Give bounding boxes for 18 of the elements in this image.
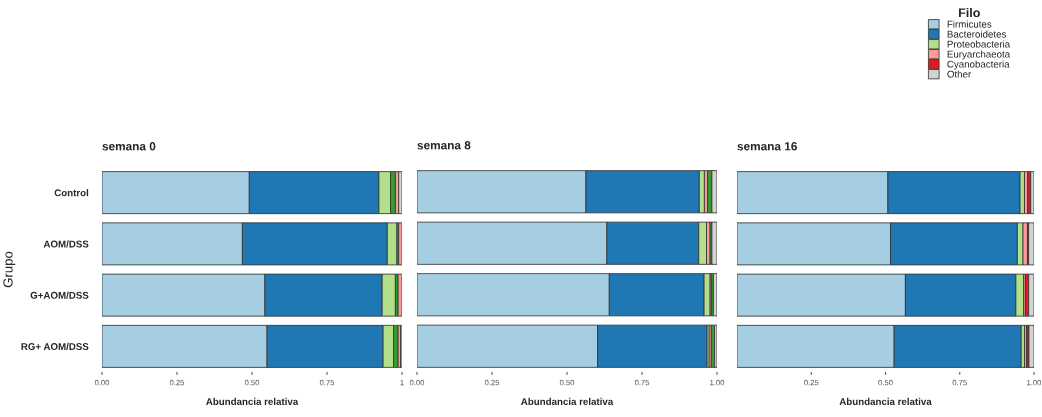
chart-title: semana 8 xyxy=(417,141,471,150)
y-tick-label: Control xyxy=(54,189,89,197)
legend-label: Firmicutes xyxy=(947,20,992,28)
y-axis-title: Grupo xyxy=(3,251,16,288)
legend-title: Filo xyxy=(959,7,980,18)
legend-label: Proteobacteria xyxy=(947,40,1011,48)
x-axis-title: Abundancia relativa xyxy=(206,397,299,406)
y-tick-label: RG+ AOM/DSS xyxy=(21,342,89,351)
legend-label: Bacteroidetes xyxy=(947,30,1006,38)
x-axis-title: Abundancia relativa xyxy=(839,397,932,406)
chart-title: semana 0 xyxy=(102,142,156,151)
chart-title: semana 16 xyxy=(737,142,797,151)
legend-label: Other xyxy=(947,70,972,78)
x-axis-title: Abundancia relativa xyxy=(521,397,614,406)
legend-label: Euryarchaeota xyxy=(947,50,1011,60)
y-tick-label: AOM/DSS xyxy=(43,240,89,248)
y-tick-label: G+AOM/DSS xyxy=(30,291,89,299)
legend-label: Cyanobacteria xyxy=(947,60,1010,70)
